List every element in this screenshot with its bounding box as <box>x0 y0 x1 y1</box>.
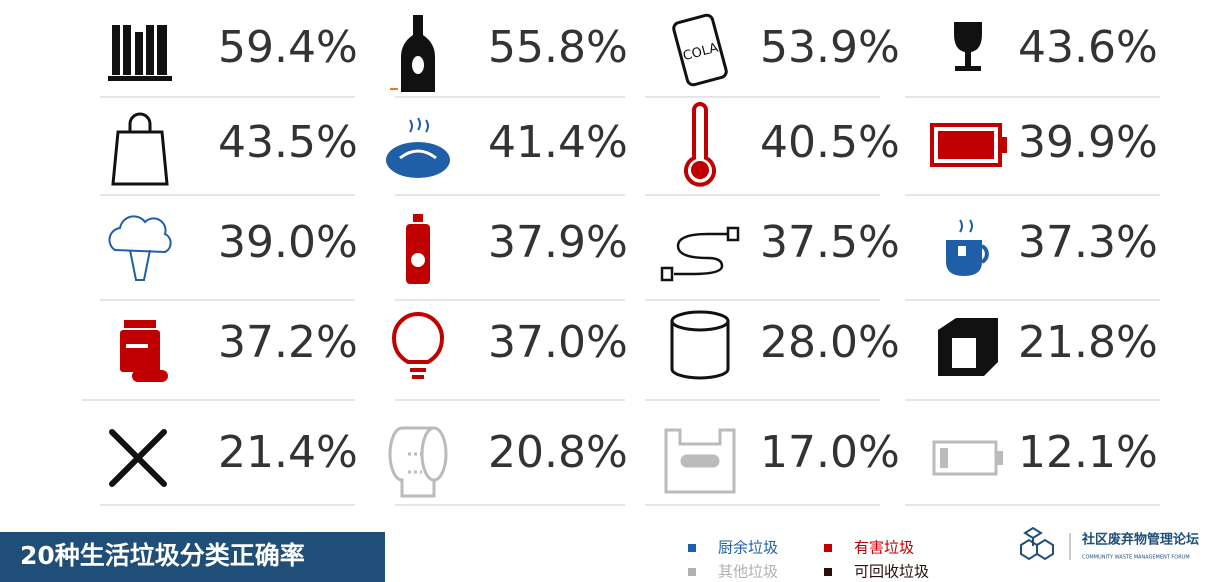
logo-icon <box>1020 526 1054 561</box>
percentage: 20.8% <box>488 427 628 478</box>
icons: COLA <box>108 13 1007 498</box>
cells: 59.4% 55.8% 53.9% 43.6% 43.5% 41.4% 40.5% 39.9%… <box>218 22 1158 478</box>
percentage: 43.5% <box>218 117 358 168</box>
percentage: 37.5% <box>760 217 900 268</box>
percentage: 21.8% <box>1018 317 1158 368</box>
icon-toilet-paper <box>388 426 448 498</box>
icon-cauliflower <box>108 215 172 281</box>
icon-can: COLA <box>672 13 728 87</box>
icon-bulb <box>391 312 445 379</box>
logo-name: 社区废弃物管理论坛 <box>1081 532 1199 548</box>
logo-subtitle: COMMUNITY WASTE MANAGEMENT FORUM <box>1082 555 1190 561</box>
can-label: COLA <box>681 41 720 65</box>
icon-bag <box>111 112 169 186</box>
percentage: 40.5% <box>760 117 900 168</box>
legend-label: 其他垃圾 <box>718 563 778 581</box>
icon-battery-red <box>930 123 1007 167</box>
percentage: 21.4% <box>218 427 358 478</box>
percentage: 59.4% <box>218 22 358 73</box>
icon-cylinder <box>670 310 730 380</box>
legend-swatch <box>688 544 696 552</box>
percentage: 43.6% <box>1018 22 1158 73</box>
icon-cup <box>946 219 989 276</box>
icon-box <box>938 318 998 376</box>
legend-swatch <box>688 568 696 576</box>
icon-thermometer <box>684 102 716 187</box>
icon-noodles <box>386 117 450 178</box>
title-banner <box>0 532 385 582</box>
percentage: 12.1% <box>1018 427 1158 478</box>
icon-spray <box>406 214 430 284</box>
legend-swatch <box>824 544 832 552</box>
icon-cutlery <box>109 429 167 487</box>
legend-label: 厨余垃圾 <box>718 539 778 557</box>
percentage: 17.0% <box>760 427 900 478</box>
icon-cable <box>660 226 740 282</box>
title: 20种生活垃圾分类正确率 <box>20 541 305 570</box>
icon-bottle <box>390 15 435 92</box>
percentage: 39.9% <box>1018 117 1158 168</box>
percentage: 55.8% <box>488 22 628 73</box>
icon-books <box>108 25 172 81</box>
percentage: 37.9% <box>488 217 628 268</box>
icon-pills <box>120 320 168 382</box>
percentage: 37.2% <box>218 317 358 368</box>
legend-label: 有害垃圾 <box>854 539 914 557</box>
percentage: 53.9% <box>760 22 900 73</box>
icon-battery-gray <box>932 440 1003 476</box>
percentage: 28.0% <box>760 317 900 368</box>
legend-swatch <box>824 568 832 576</box>
separators <box>82 96 1160 506</box>
icon-plastic-bag <box>664 428 736 494</box>
icon-wine <box>954 22 982 71</box>
percentage: 41.4% <box>488 117 628 168</box>
percentage: 37.3% <box>1018 217 1158 268</box>
percentage: 37.0% <box>488 317 628 368</box>
percentage: 39.0% <box>218 217 358 268</box>
legend-label: 可回收垃圾 <box>854 563 929 581</box>
